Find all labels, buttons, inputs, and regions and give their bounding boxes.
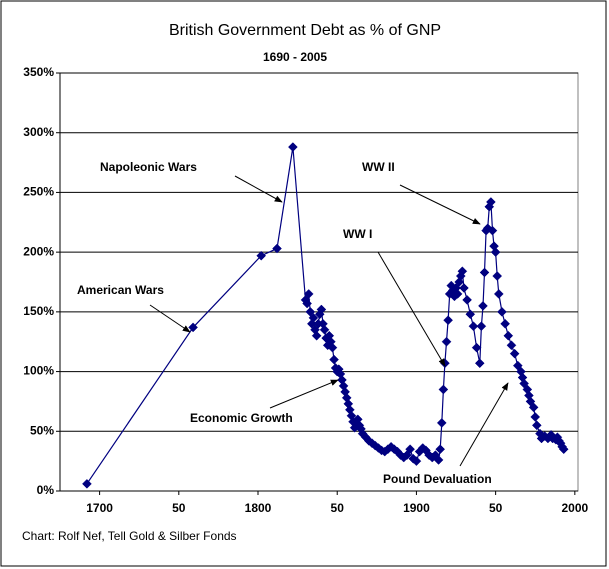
data-point <box>471 342 482 353</box>
y-tick-label: 150% <box>23 304 54 318</box>
data-point <box>454 277 465 287</box>
annotation: Napoleonic Wars <box>100 160 197 174</box>
data-point <box>319 324 330 335</box>
annotation: Pound Devaluation <box>383 472 492 486</box>
data-point <box>452 289 463 299</box>
data-point <box>303 289 314 299</box>
data-point <box>558 444 569 455</box>
data-point <box>476 321 487 332</box>
annotation-arrow <box>377 251 446 367</box>
data-point <box>288 142 298 152</box>
data-point <box>528 402 539 413</box>
data-point <box>435 444 446 455</box>
annotations: Napoleonic Wars American Wars WW II WW I… <box>77 160 509 486</box>
data-point <box>405 444 415 455</box>
annotation: WW II <box>362 160 395 174</box>
data-point <box>492 271 503 281</box>
x-tick-label: 1900 <box>403 501 430 515</box>
x-tick-label: 2000 <box>561 501 588 515</box>
data-point <box>462 295 472 305</box>
data-point <box>490 247 501 257</box>
data-point <box>82 478 92 489</box>
data-point <box>474 358 485 369</box>
data-point <box>497 307 507 317</box>
data-point <box>487 225 498 236</box>
chart-subtitle: 1690 - 2005 <box>263 50 327 64</box>
footer: Chart: Rolf Nef, Tell Gold & Silber Fond… <box>22 529 237 543</box>
data-point <box>443 315 453 326</box>
annotation: Economic Growth <box>190 411 293 425</box>
annotation-arrow <box>269 379 339 409</box>
y-tick-label: 250% <box>23 185 54 199</box>
data-point <box>311 330 322 341</box>
data-point <box>479 267 490 278</box>
data-point <box>506 340 517 351</box>
x-tick-label: 50 <box>172 501 186 515</box>
data-point <box>486 197 496 207</box>
y-tick-label: 100% <box>23 364 54 378</box>
x-tick-label: 50 <box>489 501 503 515</box>
y-tick-label: 300% <box>23 125 54 139</box>
y-tick-label: 50% <box>30 423 54 437</box>
x-tick-label: 50 <box>331 501 345 515</box>
annotation-arrow <box>234 175 283 203</box>
x-tick-label: 1800 <box>245 501 272 515</box>
chart-title: British Government Debt as % of GNP <box>169 22 441 39</box>
y-tick-label: 350% <box>23 65 54 79</box>
data-point <box>308 312 319 323</box>
y-tick-label: 0% <box>37 483 55 497</box>
data-point <box>457 266 468 277</box>
data-point <box>465 309 476 320</box>
data-point <box>493 289 504 299</box>
x-tick-label: 1700 <box>86 501 113 515</box>
plot-area <box>59 72 579 492</box>
data-point <box>433 455 444 465</box>
annotation-arrow <box>149 304 191 333</box>
annotation-arrow <box>399 184 481 225</box>
data-point <box>503 330 514 341</box>
data-point <box>530 412 541 422</box>
data-point <box>438 384 449 395</box>
data-point <box>316 304 327 315</box>
data-point <box>459 283 469 293</box>
data-point <box>500 318 510 329</box>
data-point <box>441 336 452 347</box>
data-point <box>329 354 339 365</box>
data-point <box>468 321 479 332</box>
annotation: American Wars <box>77 283 164 297</box>
annotation-arrow <box>459 382 509 467</box>
data-point <box>436 418 447 428</box>
data-point <box>302 298 312 309</box>
data-point <box>411 456 422 466</box>
data-point <box>256 250 267 261</box>
data-point <box>272 243 282 254</box>
annotation: WW I <box>343 227 372 241</box>
data-point <box>327 342 338 353</box>
data-point <box>531 420 542 431</box>
y-tick-label: 200% <box>23 244 54 258</box>
data-point <box>509 348 520 359</box>
data-point <box>478 301 488 311</box>
